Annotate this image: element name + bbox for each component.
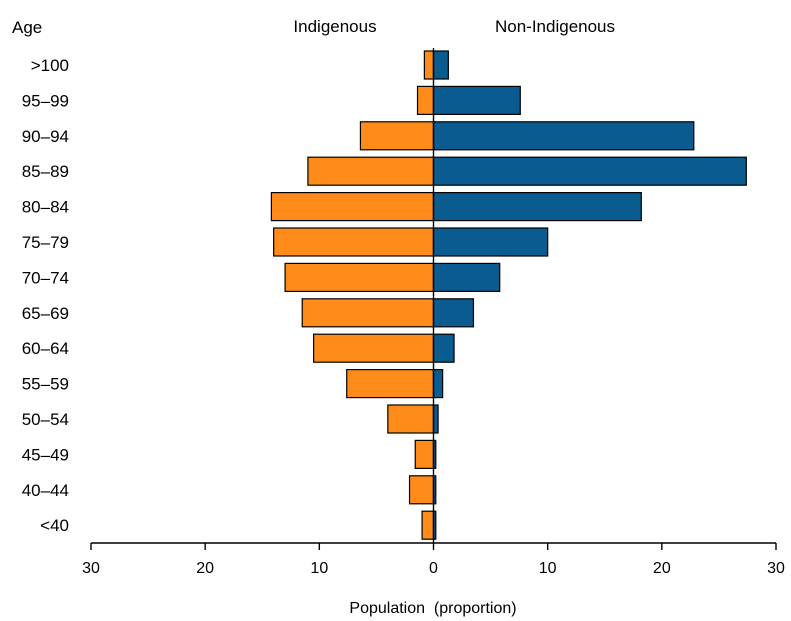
age-labels-group: >100 95–99 90–94 85–89 80–84 75–79 70–74 65–69 6…	[22, 56, 69, 535]
age-label-0: >100	[31, 56, 69, 75]
x-tick-label-1: 20	[196, 560, 214, 577]
bar-indigenous-6	[284, 262, 435, 292]
age-label-11: 45–49	[22, 445, 69, 464]
age-label-2: 90–94	[22, 127, 69, 146]
bar-non-indigenous-4	[432, 192, 642, 222]
bar-indigenous-5	[273, 227, 435, 257]
bar-non-indigenous-9	[432, 369, 444, 399]
age-axis-title: Age	[12, 18, 42, 37]
bar-non-indigenous-1	[432, 85, 521, 116]
x-axis-title: Population (proportion)	[349, 600, 516, 617]
bar-non-indigenous-2	[432, 121, 695, 151]
bar-indigenous-9	[346, 369, 435, 399]
age-label-13: <40	[40, 516, 69, 535]
x-tick-label-2: 10	[310, 560, 328, 577]
bar-indigenous-11	[414, 439, 435, 469]
bar-indigenous-0	[423, 50, 435, 80]
age-label-4: 80–84	[22, 198, 69, 217]
indigenous-label: Indigenous	[293, 17, 376, 36]
bar-non-indigenous-5	[432, 227, 549, 257]
bar-indigenous-1	[416, 85, 435, 116]
x-axis: 30 20 10 0 10 20 30	[82, 48, 785, 577]
age-label-3: 85–89	[22, 162, 69, 181]
bar-indigenous-3	[307, 156, 435, 186]
bar-non-indigenous-0	[432, 50, 449, 80]
age-label-5: 75–79	[22, 233, 69, 252]
bars-group	[270, 50, 747, 540]
age-label-7: 65–69	[22, 304, 69, 323]
bar-indigenous-4	[270, 192, 435, 222]
bar-indigenous-7	[301, 298, 435, 328]
age-label-12: 40–44	[22, 481, 69, 500]
bar-indigenous-13	[421, 510, 435, 540]
x-tick-label-0: 30	[82, 560, 100, 577]
bar-non-indigenous-8	[432, 333, 455, 363]
age-label-9: 55–59	[22, 375, 69, 394]
bar-non-indigenous-6	[432, 262, 501, 292]
age-label-1: 95–99	[22, 91, 69, 110]
age-label-10: 50–54	[22, 410, 69, 429]
age-label-8: 60–64	[22, 339, 69, 358]
bar-indigenous-12	[408, 475, 435, 505]
bar-non-indigenous-7	[432, 298, 475, 328]
bar-non-indigenous-3	[432, 156, 747, 186]
bar-indigenous-8	[313, 333, 435, 363]
x-tick-label-5: 20	[653, 560, 671, 577]
age-label-6: 70–74	[22, 268, 69, 287]
x-tick-label-6: 30	[767, 560, 785, 577]
bar-indigenous-2	[359, 121, 435, 151]
x-tick-label-4: 10	[539, 560, 557, 577]
bar-indigenous-10	[387, 404, 435, 434]
non-indigenous-label: Non-Indigenous	[495, 17, 615, 36]
x-tick-label-3: 0	[429, 560, 438, 577]
